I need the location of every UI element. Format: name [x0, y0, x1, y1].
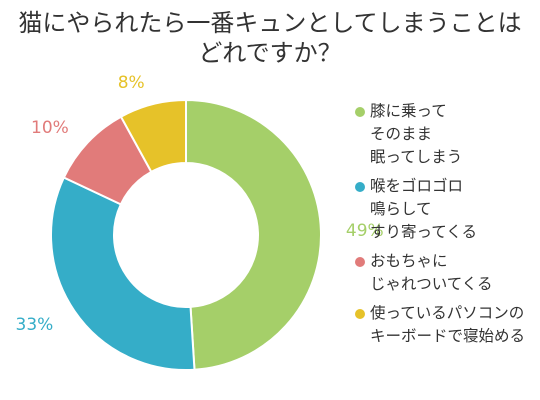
donut-slice: [119, 98, 187, 174]
legend-label-line: 鳴らして: [370, 200, 432, 218]
donut-slice: [50, 176, 196, 371]
legend-label: 喉をゴロゴロ 鳴らしてすり寄ってくる: [370, 175, 537, 244]
legend-marker-icon: [355, 257, 365, 267]
legend-label: おもちゃにじゃれついてくる: [370, 250, 537, 296]
legend-item: 膝に乗ってそのまま眠ってしまう: [352, 100, 537, 169]
chart-title: 猫にやられたら一番キュンとしてしまうことは どれですか？: [0, 8, 540, 68]
legend-marker-icon: [355, 309, 365, 319]
chart-legend: 膝に乗ってそのまま眠ってしまう 喉をゴロゴロ 鳴らしてすり寄ってくる おもちゃにじゃれ…: [352, 100, 537, 354]
legend-item: おもちゃにじゃれついてくる: [352, 250, 537, 296]
legend-label: 膝に乗ってそのまま眠ってしまう: [370, 100, 537, 169]
chart-title-line: 猫にやられたら一番キュンとしてしまうことは: [18, 9, 522, 37]
legend-label-line: キーボードで寝始める: [370, 327, 526, 345]
slice-percent-label: 10%: [31, 118, 69, 138]
legend-label-line: じゃれついてくる: [370, 275, 493, 293]
legend-item: 喉をゴロゴロ 鳴らしてすり寄ってくる: [352, 175, 537, 244]
legend-label: 使っているパソコンの キーボードで寝始める: [370, 302, 537, 348]
slice-percent-label: 8%: [118, 73, 145, 93]
legend-label-line: そのまま: [370, 125, 433, 143]
legend-label-line: 膝に乗って: [370, 102, 447, 120]
legend-item: 使っているパソコンの キーボードで寝始める: [352, 302, 537, 348]
legend-marker-icon: [355, 107, 365, 117]
legend-label-line: すり寄ってくる: [370, 223, 477, 241]
legend-label-line: 眠ってしまう: [370, 148, 463, 166]
chart-title-line: どれですか？: [198, 39, 342, 67]
slice-percent-label: 33%: [16, 315, 54, 335]
slice-percent-label: 49%: [346, 221, 384, 241]
legend-label-line: おもちゃに: [370, 252, 448, 270]
legend-marker-icon: [355, 182, 365, 192]
legend-label-line: 喉をゴロゴロ: [370, 177, 464, 195]
legend-label-line: 使っているパソコンの: [370, 304, 525, 322]
donut-slice: [185, 98, 323, 371]
